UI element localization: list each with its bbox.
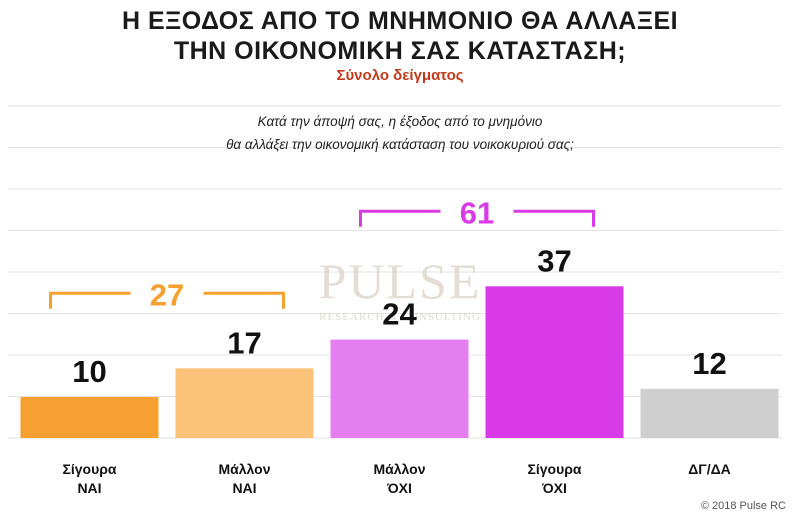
bar <box>640 388 779 438</box>
survey-question: Κατά την άποψή σας, η έξοδος από το μνημ… <box>0 110 800 156</box>
category-label: ΝΑΙ <box>77 480 101 496</box>
group-bracket-left <box>49 291 131 309</box>
category-label: ΌΧΙ <box>541 480 567 496</box>
title-line-1: Η ΕΞΟΔΟΣ ΑΠΟ ΤΟ ΜΝΗΜΟΝΙΟ ΘΑ ΑΛΛΑΞΕΙ <box>121 7 679 35</box>
group-bracket-right <box>203 291 285 309</box>
bar-value-label: 12 <box>692 346 726 381</box>
category-label: ΌΧΙ <box>386 480 412 496</box>
copyright-notice: © 2018 Pulse RC <box>700 500 786 512</box>
category-label: ΔΓ/ΔΑ <box>688 461 731 477</box>
bar <box>330 339 469 438</box>
category-label: Μάλλον <box>218 461 270 477</box>
question-line-1: Κατά την άποψή σας, η έξοδος από το μνημ… <box>257 114 543 129</box>
category-label: Σίγουρα <box>527 461 581 477</box>
bar-value-label: 24 <box>382 297 417 332</box>
bar-value-label: 10 <box>72 354 106 389</box>
category-label: Σίγουρα <box>62 461 116 477</box>
group-bracket-left <box>359 209 441 227</box>
category-label: Μάλλον <box>373 461 425 477</box>
category-label: ΝΑΙ <box>232 480 256 496</box>
bar-value-label: 37 <box>537 243 571 278</box>
title-line-2: ΤΗΝ ΟΙΚΟΝΟΜΙΚΗ ΣΑΣ ΚΑΤΑΣΤΑΣΗ; <box>173 37 627 65</box>
bar <box>175 368 314 438</box>
watermark-brand: PULSE <box>319 253 482 309</box>
group-total-label: 61 <box>460 195 494 230</box>
group-total-label: 27 <box>150 277 184 312</box>
bar-value-label: 17 <box>227 325 261 360</box>
question-line-2: θα αλλάξει την οικονομική κατάσταση του … <box>226 137 574 152</box>
bar <box>485 286 624 438</box>
page-title: Η ΕΞΟΔΟΣ ΑΠΟ ΤΟ ΜΝΗΜΟΝΙΟ ΘΑ ΑΛΛΑΞΕΙ ΤΗΝ … <box>0 6 800 66</box>
watermark-tagline: RESEARCH & CONSULTING <box>319 311 481 323</box>
bar <box>20 397 159 438</box>
chart-subtitle: Σύνολο δείγματος <box>336 67 464 84</box>
group-bracket-right <box>513 209 595 227</box>
